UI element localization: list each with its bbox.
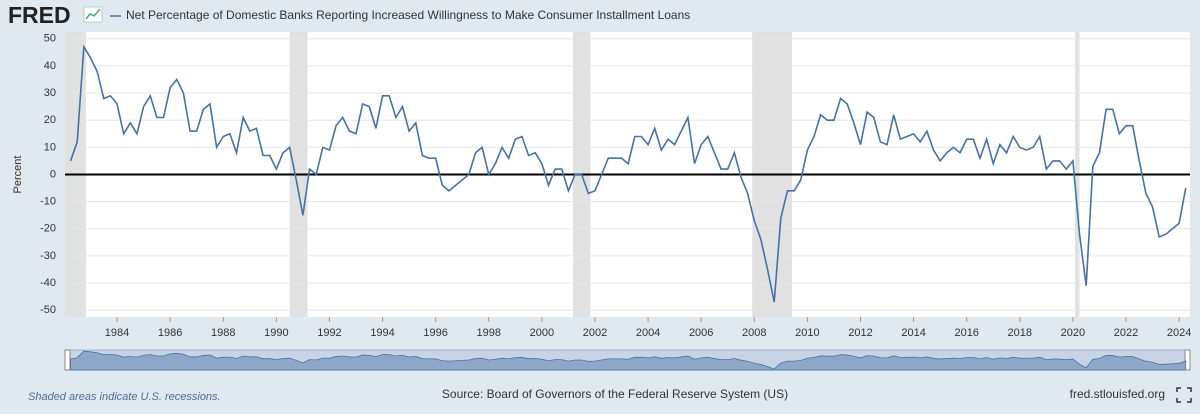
y-tick-label: 30	[44, 87, 56, 99]
x-tick-label: 2010	[795, 327, 819, 339]
x-tick-label: 2018	[1008, 327, 1032, 339]
x-tick-label: 1990	[264, 327, 288, 339]
logo: FRED	[8, 2, 71, 28]
y-tick-label: -40	[40, 277, 56, 289]
x-tick-label: 2022	[1114, 327, 1138, 339]
x-tick-label: 1984	[105, 327, 129, 339]
y-axis-label: Percent	[12, 156, 24, 194]
y-tick-label: 10	[44, 141, 56, 153]
x-tick-label: 1986	[158, 327, 182, 339]
y-tick-label: -50	[40, 304, 56, 316]
x-tick-label: 2012	[848, 327, 872, 339]
y-tick-label: -20	[40, 223, 56, 235]
x-tick-label: 1994	[370, 327, 394, 339]
x-tick-label: 2008	[742, 327, 766, 339]
x-tick-label: 2024	[1167, 327, 1191, 339]
fullscreen-icon[interactable]	[1176, 387, 1192, 403]
y-tick-label: -10	[40, 196, 56, 208]
x-tick-label: 2002	[583, 327, 607, 339]
y-tick-label: 20	[44, 114, 56, 126]
y-tick-label: 40	[44, 60, 56, 72]
navigator-handle[interactable]	[64, 349, 71, 371]
x-tick-label: 2006	[689, 327, 713, 339]
source: Source: Board of Governors of the Federa…	[442, 387, 788, 401]
x-tick-label: 1998	[477, 327, 501, 339]
legend-label: Net Percentage of Domestic Banks Reporti…	[126, 8, 690, 22]
y-tick-label: 50	[44, 33, 56, 45]
navigator-area	[70, 350, 1187, 371]
x-tick-label: 2000	[530, 327, 554, 339]
x-tick-label: 2014	[901, 327, 925, 339]
site: fred.stlouisfed.org	[1070, 387, 1165, 401]
y-tick-label: 0	[50, 168, 56, 180]
x-tick-label: 2016	[954, 327, 978, 339]
y-tick-label: -30	[40, 250, 56, 262]
data-line	[69, 44, 1187, 303]
x-tick-label: 1988	[211, 327, 235, 339]
logo-icon	[83, 6, 103, 23]
x-tick-label: 2020	[1061, 327, 1085, 339]
navigator-handle[interactable]	[1184, 349, 1191, 371]
x-tick-label: 1996	[423, 327, 447, 339]
x-tick-label: 1992	[317, 327, 341, 339]
x-tick-label: 2004	[636, 327, 660, 339]
recession-note: Shaded areas indicate U.S. recessions.	[28, 391, 221, 403]
